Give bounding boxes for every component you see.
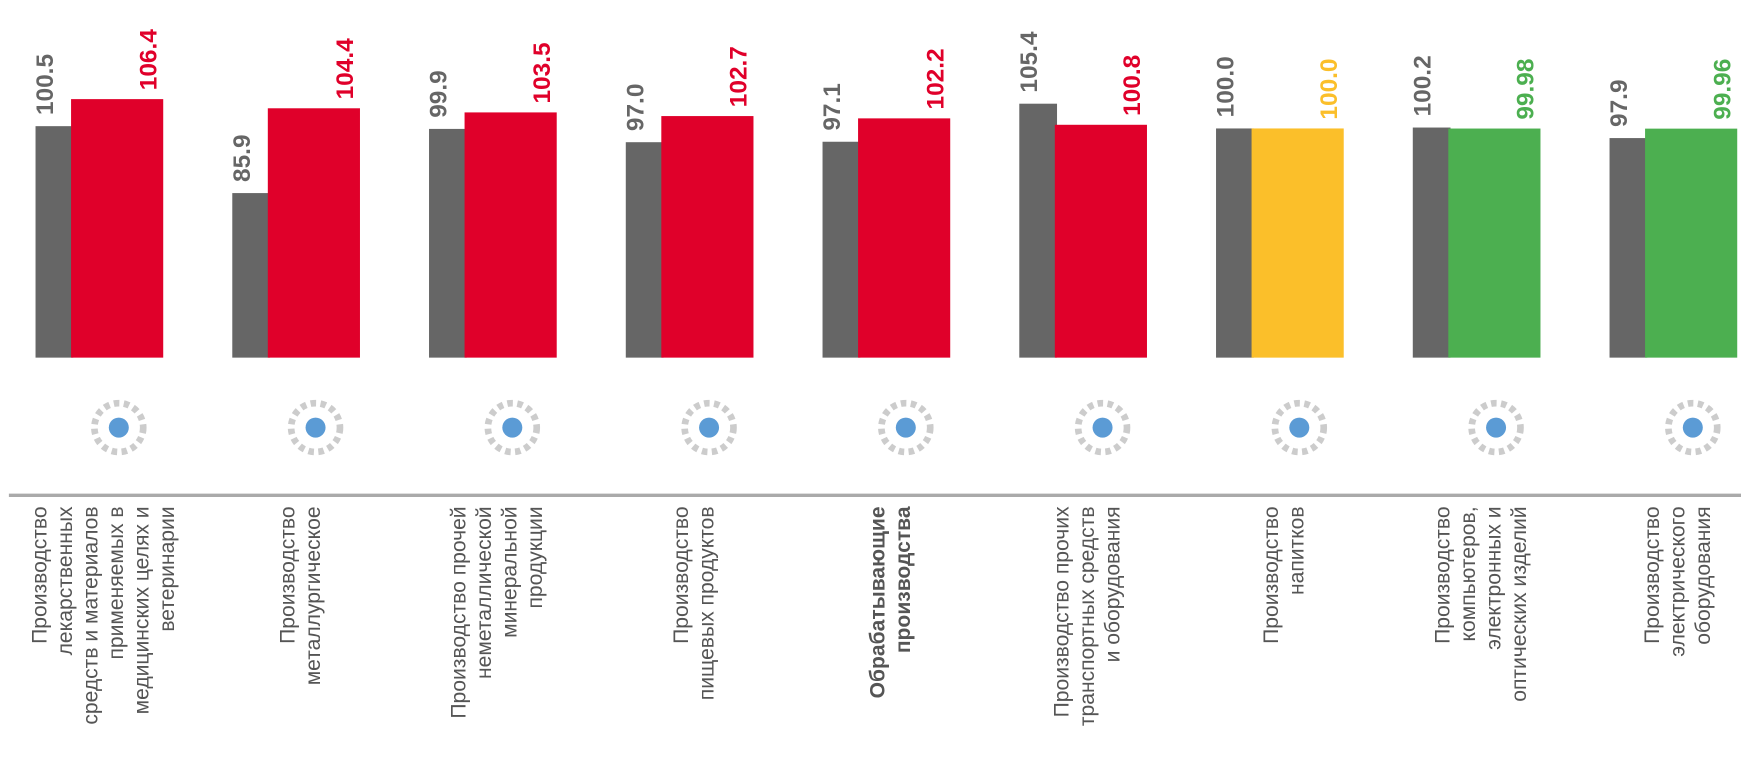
- bar: [1610, 138, 1648, 358]
- bar: [1019, 104, 1057, 358]
- bar: [858, 118, 950, 357]
- bar: [71, 99, 163, 358]
- value-label: 105.4: [1016, 31, 1043, 93]
- icon: [1093, 418, 1113, 438]
- value-label: 103.5: [529, 42, 556, 103]
- value-label: 97.1: [819, 83, 846, 131]
- icon: [502, 418, 522, 438]
- value-label: 99.96: [1709, 59, 1736, 120]
- bar: [268, 108, 360, 357]
- bar: [1413, 128, 1451, 358]
- value-label: 85.9: [229, 134, 256, 182]
- icon: [1289, 418, 1309, 438]
- value-label: 106.4: [135, 29, 162, 91]
- value-label: 100.0: [1213, 56, 1240, 117]
- bar: [465, 112, 557, 357]
- icon: [1486, 418, 1506, 438]
- value-label: 100.5: [32, 54, 59, 115]
- value-label: 100.2: [1409, 55, 1436, 116]
- bar: [1055, 125, 1147, 358]
- bar: [429, 129, 467, 358]
- bar: [626, 142, 664, 357]
- value-label: 99.98: [1513, 59, 1540, 120]
- bar: [661, 116, 753, 358]
- bar: [232, 193, 270, 358]
- icon: [896, 418, 916, 438]
- bar: [36, 126, 74, 357]
- icon: [109, 418, 129, 438]
- bar: [1645, 129, 1737, 358]
- page: 100.5 106.4 Производстволекарственныхсредс…: [0, 0, 1741, 783]
- value-label: 99.9: [426, 70, 453, 118]
- icon: [306, 418, 326, 438]
- value-label: 102.7: [726, 46, 753, 107]
- icon: [1683, 418, 1703, 438]
- bar: [1252, 128, 1344, 357]
- bar: [823, 142, 861, 358]
- value-label: 97.0: [622, 84, 649, 132]
- value-label: 100.8: [1119, 55, 1146, 116]
- value-label: 100.0: [1316, 58, 1343, 119]
- chart: 100.5 106.4 Производстволекарственныхсредс…: [0, 0, 1741, 783]
- bar: [1216, 128, 1254, 357]
- icon: [699, 418, 719, 438]
- bar: [1448, 129, 1540, 358]
- value-label: 97.9: [1606, 79, 1633, 127]
- value-label: 104.4: [332, 38, 359, 100]
- value-label: 102.2: [922, 48, 949, 109]
